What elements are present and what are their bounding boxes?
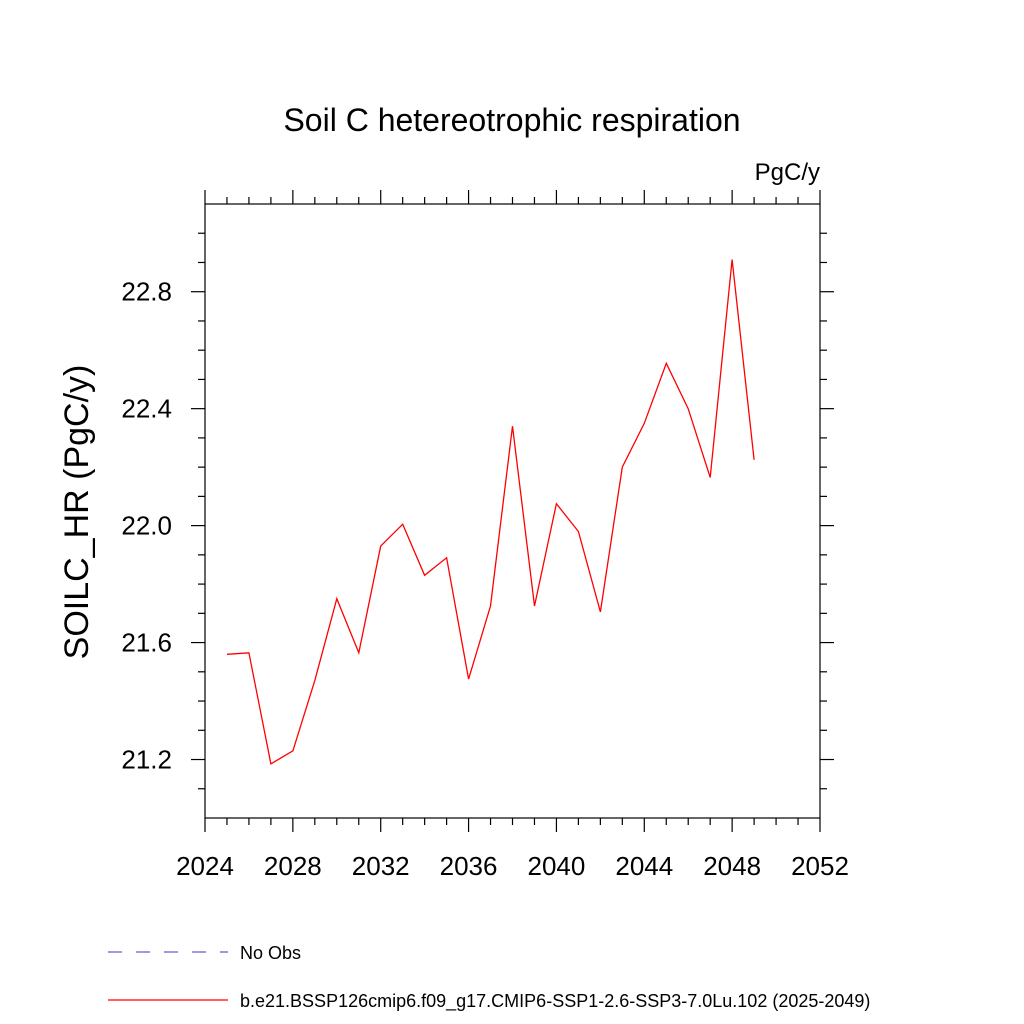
x-tick-label: 2028 — [264, 851, 322, 881]
y-tick-label: 21.2 — [121, 745, 172, 775]
units-label: PgC/y — [755, 159, 820, 186]
legend-label: No Obs — [240, 943, 301, 963]
y-tick-label: 21.6 — [121, 628, 172, 658]
legend: No Obs b.e21.BSSP126cmip6.f09_g17.CMIP6-S… — [108, 943, 870, 1012]
legend-label: b.e21.BSSP126cmip6.f09_g17.CMIP6-SSP1-2.… — [240, 991, 870, 1012]
chart-title: Soil C hetereotrophic respiration — [283, 102, 740, 138]
x-tick-label: 2032 — [352, 851, 410, 881]
x-tick-label: 2036 — [440, 851, 498, 881]
x-tick-label: 2052 — [791, 851, 849, 881]
plot-frame — [204, 203, 821, 819]
x-tick-label: 2048 — [703, 851, 761, 881]
x-tick-label: 2024 — [176, 851, 234, 881]
axis-tick-labels: 2024 2028 2032 2036 2040 2044 2048 2052 21.2 21.6… — [121, 277, 849, 881]
plot-series — [226, 259, 755, 765]
y-tick-label: 22.8 — [121, 277, 172, 307]
y-axis-label: SOILC_HR (PgC/y) — [58, 365, 96, 660]
y-tick-label: 22.4 — [121, 394, 172, 424]
y-tick-label: 22.0 — [121, 511, 172, 541]
series-line — [226, 259, 755, 765]
axis-ticks — [191, 190, 834, 832]
x-tick-label: 2040 — [528, 851, 586, 881]
x-tick-label: 2044 — [615, 851, 673, 881]
